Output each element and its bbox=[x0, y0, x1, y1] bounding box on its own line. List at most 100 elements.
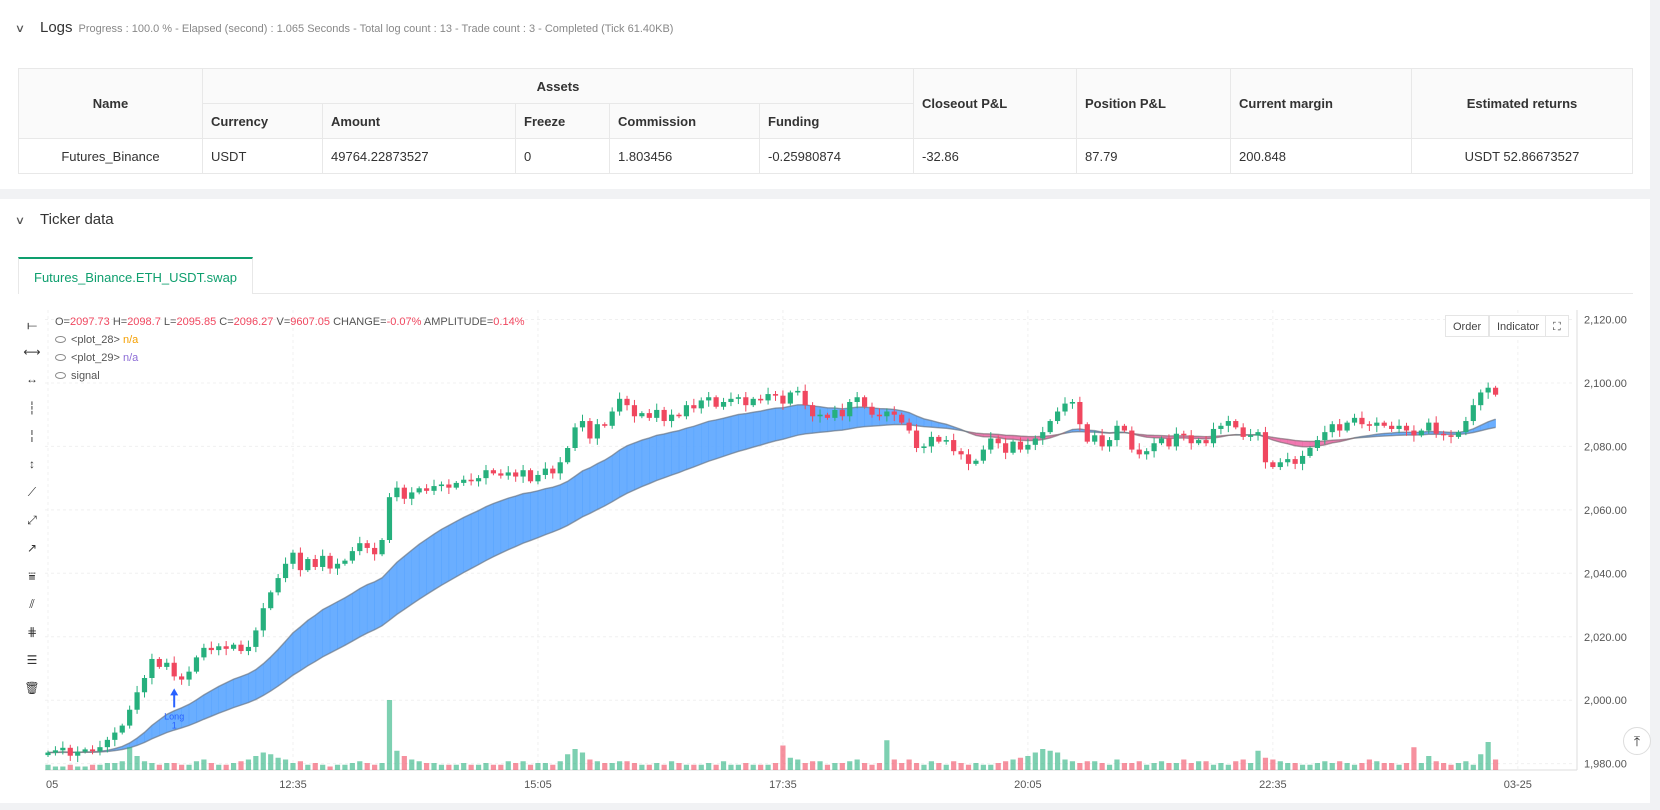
horizontal-ray-icon[interactable]: ⟝ bbox=[27, 317, 37, 332]
chart-grid bbox=[45, 310, 1578, 771]
volume-bar bbox=[802, 763, 808, 770]
candle-body bbox=[861, 397, 868, 407]
eye-icon[interactable] bbox=[55, 336, 66, 343]
candle-body bbox=[312, 559, 318, 567]
ma-band-segment bbox=[433, 528, 442, 591]
eye-icon[interactable] bbox=[55, 354, 66, 361]
candle-body bbox=[1106, 440, 1113, 447]
fullscreen-icon[interactable]: ⛶ bbox=[1545, 315, 1569, 337]
y-tick-label: 1,980.00 bbox=[1584, 759, 1627, 771]
volume-bar bbox=[854, 759, 860, 770]
candle-body bbox=[936, 436, 942, 442]
volume-bar bbox=[1374, 761, 1380, 770]
candle-body bbox=[795, 390, 801, 393]
volume-bar bbox=[861, 763, 868, 770]
volume-bar bbox=[617, 761, 623, 770]
horizontal-line-icon[interactable]: ↔ bbox=[26, 372, 38, 386]
cell-margin: 200.848 bbox=[1230, 138, 1412, 174]
candle-body bbox=[461, 479, 467, 483]
candle-body bbox=[1173, 433, 1179, 447]
candle-body bbox=[646, 413, 652, 418]
candle-body bbox=[186, 671, 192, 680]
volume-bar bbox=[1173, 763, 1179, 770]
candle-body bbox=[416, 488, 422, 493]
plot29-value: n/a bbox=[123, 352, 139, 364]
horizontal-segment-icon[interactable]: ⟷ bbox=[23, 345, 41, 359]
volume-bar bbox=[1121, 763, 1128, 770]
arrow-line-icon[interactable]: ↗ bbox=[26, 541, 38, 555]
candle-body bbox=[223, 646, 229, 649]
candle-body bbox=[97, 747, 103, 752]
volume-bar bbox=[156, 764, 162, 770]
candle-body bbox=[468, 479, 474, 482]
ticker-header[interactable]: ∨ Ticker data bbox=[14, 211, 114, 228]
volume-bar bbox=[127, 747, 133, 770]
candle-body bbox=[127, 709, 133, 726]
ma-band-segment bbox=[233, 676, 242, 708]
legend-signal[interactable]: signal bbox=[55, 370, 100, 382]
pitchfork-icon[interactable]: ⋕ bbox=[26, 625, 38, 639]
indicator-button[interactable]: Indicator bbox=[1489, 315, 1548, 337]
volume-bar bbox=[1233, 761, 1239, 770]
volume-bar bbox=[149, 763, 155, 770]
price-scale-icon[interactable]: ⩸ bbox=[28, 568, 36, 583]
candle-body bbox=[565, 448, 571, 463]
symbol-tab-bar: Futures_Binance.ETH_USDT.swap bbox=[18, 257, 1633, 294]
fib-levels-icon[interactable]: ☰ bbox=[26, 653, 38, 667]
o-label: O= bbox=[55, 316, 70, 328]
candle-body bbox=[720, 402, 727, 407]
candle-body bbox=[1314, 440, 1321, 448]
back-to-top-icon[interactable]: ⤒ bbox=[1623, 727, 1651, 755]
volume-bar bbox=[1062, 759, 1068, 770]
volume-bar bbox=[1359, 763, 1365, 770]
chevron-down-icon[interactable]: ∨ bbox=[14, 215, 26, 227]
ma-band-segment bbox=[767, 407, 776, 444]
candle-body bbox=[505, 472, 511, 476]
candle-body bbox=[661, 409, 667, 422]
eye-icon[interactable] bbox=[55, 372, 66, 379]
candle-body bbox=[1396, 425, 1402, 429]
volume-bar bbox=[706, 763, 712, 770]
chevron-down-icon[interactable]: ∨ bbox=[14, 23, 26, 35]
trend-ray-icon[interactable]: ⤢ bbox=[27, 512, 37, 527]
candle-body bbox=[216, 646, 222, 651]
ma-band-segment bbox=[337, 597, 346, 650]
ma-band-segment bbox=[775, 407, 784, 442]
volume-bar bbox=[1366, 759, 1372, 770]
parallel-channel-icon[interactable]: ⫽ bbox=[29, 596, 35, 611]
volume-bar bbox=[683, 764, 690, 770]
candle-body bbox=[735, 397, 741, 399]
trash-icon[interactable]: 🗑 bbox=[24, 681, 40, 695]
vertical-line-icon[interactable]: ↕ bbox=[29, 457, 35, 471]
candle-body bbox=[891, 411, 897, 415]
volume-bar bbox=[1426, 756, 1432, 770]
candle-body bbox=[765, 394, 771, 401]
candle-body bbox=[67, 747, 73, 756]
vertical-ray-icon[interactable]: ┆ bbox=[28, 401, 36, 415]
candle-body bbox=[527, 470, 534, 482]
volume-bar bbox=[594, 761, 600, 770]
volume-bar bbox=[572, 749, 578, 770]
volume-bar bbox=[1285, 763, 1291, 770]
volume-bar bbox=[810, 761, 816, 770]
volume-bar bbox=[1255, 750, 1261, 770]
vertical-segment-icon[interactable]: ╎ bbox=[28, 429, 36, 443]
logs-header[interactable]: ∨ Logs Progress : 100.0 % - Elapsed (sec… bbox=[14, 19, 674, 36]
candle-body bbox=[1158, 438, 1165, 444]
volume-bar bbox=[475, 764, 482, 770]
candle-body bbox=[208, 647, 214, 651]
volume-bar bbox=[1158, 761, 1165, 770]
legend-plot29[interactable]: <plot_29> n/a bbox=[55, 352, 138, 364]
x-tick-label: 03-25 bbox=[1504, 779, 1532, 791]
candle-body bbox=[104, 739, 110, 748]
volume-bar bbox=[1270, 759, 1276, 770]
volume-bar bbox=[1077, 763, 1083, 770]
tab-eth-usdt-swap[interactable]: Futures_Binance.ETH_USDT.swap bbox=[18, 257, 254, 294]
legend-plot28[interactable]: <plot_28> n/a bbox=[55, 334, 138, 346]
trend-line-icon[interactable]: ⟋ bbox=[27, 484, 37, 499]
candle-body bbox=[82, 749, 88, 752]
candle-body bbox=[1299, 455, 1306, 464]
order-button[interactable]: Order bbox=[1445, 315, 1490, 337]
ma-band-segment bbox=[782, 405, 791, 440]
